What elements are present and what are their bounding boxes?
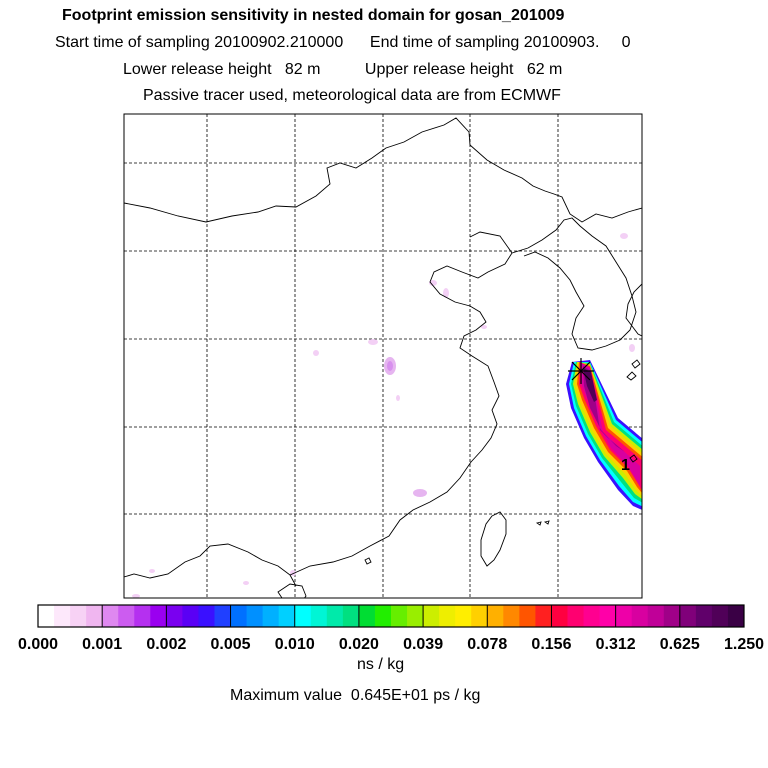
colorbar-tick-label: 0.005 — [211, 636, 251, 653]
colorbar-tick-label: 0.625 — [660, 636, 700, 653]
colorbar-cell — [407, 605, 424, 627]
colorbar-cells — [38, 605, 745, 627]
colorbar-tick-label: 0.002 — [146, 636, 186, 653]
colorbar-cell — [535, 605, 552, 627]
colorbar-cell — [38, 605, 55, 627]
upper-height-label: Upper release height — [364, 61, 514, 78]
colorbar-cell — [631, 605, 649, 627]
colorbar-cell — [455, 605, 472, 627]
colorbar-cell — [615, 605, 633, 627]
map-frame — [123, 113, 643, 599]
release-heights: Lower release height 82 m Upper release … — [123, 61, 562, 79]
colorbar-cell — [214, 605, 232, 627]
colorbar-tick-label: 1.250 — [724, 636, 764, 653]
map-title: Footprint emission sensitivity in nested… — [62, 7, 565, 24]
colorbar-cell — [439, 605, 456, 627]
colorbar-cell — [54, 605, 71, 627]
colorbar-cell — [471, 605, 488, 627]
sensitivity-patches — [132, 233, 635, 598]
start-time-value: 20100902.210000 — [214, 34, 344, 51]
colorbar-cell — [102, 605, 119, 627]
colorbar-cell — [198, 605, 215, 627]
release-site-marker — [568, 358, 594, 384]
emission-plume — [566, 360, 642, 510]
colorbar-tick-label: 0.039 — [403, 636, 443, 653]
colorbar-cell — [70, 605, 87, 627]
colorbar-cell — [294, 605, 312, 627]
colorbar-cell — [342, 605, 360, 627]
colorbar-cell — [182, 605, 199, 627]
colorbar-cell — [503, 605, 520, 627]
tracer-note: Passive tracer used, meteorological data… — [143, 87, 561, 104]
coastlines — [124, 117, 642, 598]
colorbar-cell — [310, 605, 328, 627]
colorbar-cell — [583, 605, 601, 627]
colorbar-cell — [679, 605, 697, 627]
lower-height-value: 82 m — [284, 61, 321, 78]
upper-height-value: 62 m — [526, 61, 563, 78]
start-time-label: Start time of sampling — [55, 34, 210, 51]
colorbar-cell — [358, 605, 376, 627]
colorbar-cell — [166, 605, 183, 627]
max-value-label: Maximum value — [230, 687, 343, 704]
colorbar-cell — [695, 605, 713, 627]
colorbar-tick-label: 0.078 — [467, 636, 507, 653]
colorbar-tick-labels: 0.000 0.001 0.002 0.005 0.010 0.020 0.039 0.078… — [18, 636, 764, 653]
colorbar-frame — [37, 604, 745, 628]
map-grid — [124, 114, 642, 598]
colorbar-cell — [567, 605, 585, 627]
colorbar-cell — [374, 605, 392, 627]
colorbar-cell — [150, 605, 167, 627]
colorbar-cell — [326, 605, 344, 627]
colorbar-cell — [599, 605, 617, 627]
colorbar-cell — [86, 605, 103, 627]
maximum-value: Maximum value 0.645E+01 ps / kg — [230, 687, 480, 705]
colorbar-cell — [551, 605, 568, 627]
colorbar-cell — [134, 605, 151, 627]
colorbar-tick-label: 0.312 — [596, 636, 636, 653]
colorbar-tick-label: 0.000 — [18, 636, 58, 653]
colorbar-tick-label: 0.156 — [531, 636, 571, 653]
colorbar-tick-label: 0.020 — [339, 636, 379, 653]
lower-height-label: Lower release height — [123, 61, 272, 78]
sampling-times: Start time of sampling 20100902.210000 E… — [55, 34, 631, 52]
colorbar-cell — [727, 605, 745, 627]
colorbar-cell — [278, 605, 296, 627]
colorbar-cell — [663, 605, 681, 627]
colorbar-cell — [647, 605, 665, 627]
colorbar-cell — [519, 605, 536, 627]
colorbar-cell — [391, 605, 408, 627]
colorbar-tick-label: 0.001 — [82, 636, 122, 653]
end-time-label: End time of sampling — [369, 34, 520, 51]
colorbar-cell — [230, 605, 248, 627]
end-time-value: 20100903. 0 — [523, 34, 631, 51]
trajectory-marker-label: 1 — [621, 457, 630, 474]
colorbar-cell — [246, 605, 264, 627]
colorbar-cell — [487, 605, 504, 627]
colorbar-cell — [711, 605, 729, 627]
colorbar-units: ns / kg — [357, 656, 405, 673]
colorbar-tick-label: 0.010 — [275, 636, 315, 653]
colorbar-cell — [262, 605, 280, 627]
colorbar-cell — [423, 605, 440, 627]
colorbar-cell — [118, 605, 135, 627]
max-value-number: 0.645E+01 ps / kg — [350, 687, 481, 704]
